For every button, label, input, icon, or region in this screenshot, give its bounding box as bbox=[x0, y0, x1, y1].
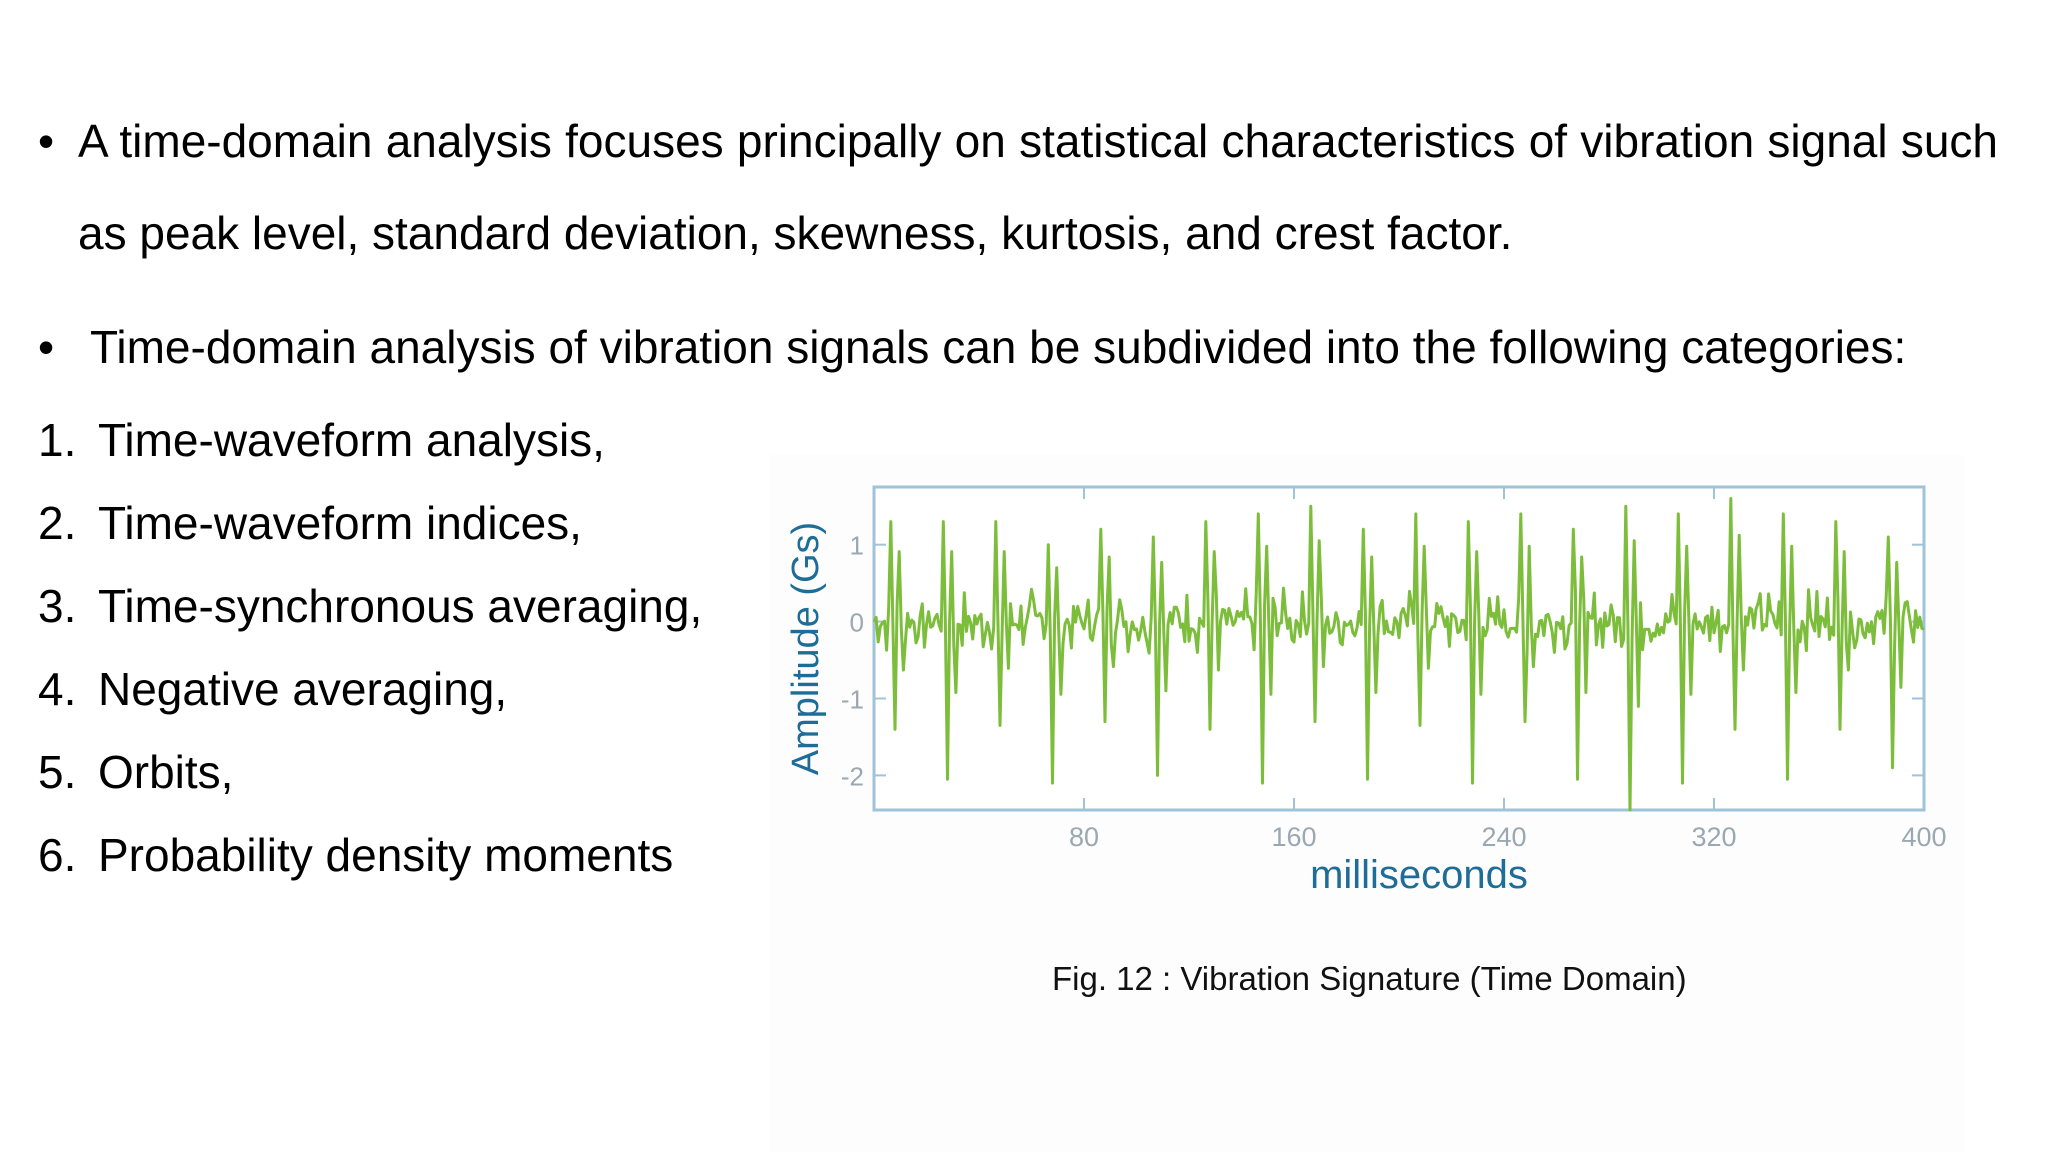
bullet-paragraph-2: • Time-domain analysis of vibration sign… bbox=[38, 301, 1998, 393]
list-text: Orbits, bbox=[98, 746, 234, 798]
signal-line bbox=[872, 497, 1925, 812]
bullet-marker: • bbox=[38, 115, 55, 167]
list-text: Time-waveform indices, bbox=[98, 497, 582, 549]
list-item: 1. Time-waveform analysis, bbox=[38, 410, 702, 493]
y-tick-label: 0 bbox=[850, 608, 864, 638]
list-item: 5. Orbits, bbox=[38, 742, 702, 825]
x-tick-label: 400 bbox=[1901, 822, 1946, 852]
vibration-chart: 1 0 -1 -2 80 160 240 320 400 milliseconds Amplitud… bbox=[785, 485, 1947, 897]
x-tick-label: 160 bbox=[1271, 822, 1316, 852]
x-tick-label: 240 bbox=[1481, 822, 1526, 852]
list-number: 3. bbox=[38, 580, 77, 632]
list-text: Time-waveform analysis, bbox=[98, 414, 605, 466]
list-item: 2. Time-waveform indices, bbox=[38, 493, 702, 576]
list-item: 3. Time-synchronous averaging, bbox=[38, 576, 702, 659]
list-text: Negative averaging, bbox=[98, 663, 508, 715]
list-number: 6. bbox=[38, 829, 77, 881]
list-item: 6. Probability density moments bbox=[38, 825, 702, 908]
list-text: Time-synchronous averaging, bbox=[98, 580, 703, 632]
category-list: 1. Time-waveform analysis, 2. Time-wavefor… bbox=[38, 410, 702, 908]
bullet-paragraph-1: • A time-domain analysis focuses princip… bbox=[38, 95, 1998, 279]
x-axis-label: milliseconds bbox=[1310, 853, 1528, 897]
x-tick-label: 80 bbox=[1069, 822, 1099, 852]
list-number: 5. bbox=[38, 746, 77, 798]
bullet-text: A time-domain analysis focuses principal… bbox=[78, 115, 1998, 259]
y-axis-label: Amplitude (Gs) bbox=[785, 522, 827, 775]
bullet-text: Time-domain analysis of vibration signal… bbox=[90, 321, 1907, 373]
x-tick-label: 320 bbox=[1691, 822, 1736, 852]
list-text: Probability density moments bbox=[98, 829, 674, 881]
plot-frame bbox=[872, 485, 1926, 812]
list-number: 4. bbox=[38, 663, 77, 715]
y-tick-label: -1 bbox=[841, 684, 864, 714]
list-number: 2. bbox=[38, 497, 77, 549]
y-tick-label: 1 bbox=[850, 531, 864, 561]
list-number: 1. bbox=[38, 414, 77, 466]
figure-caption: Fig. 12 : Vibration Signature (Time Doma… bbox=[1052, 960, 1687, 997]
list-item: 4. Negative averaging, bbox=[38, 659, 702, 742]
bullet-marker: • bbox=[38, 321, 55, 373]
y-tick-label: -2 bbox=[841, 761, 864, 791]
